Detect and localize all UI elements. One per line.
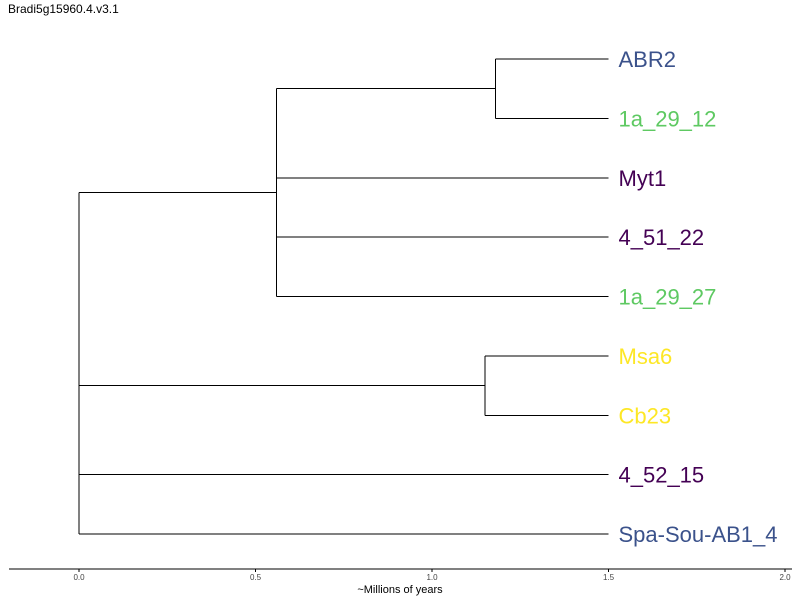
leaf-label: ABR2 xyxy=(619,47,676,72)
leaf-label: Myt1 xyxy=(619,166,667,191)
leaf-label: 1a_29_12 xyxy=(619,106,717,131)
axis-tick-label: 1.0 xyxy=(426,573,438,582)
axis-tick-label: 1.5 xyxy=(603,573,615,582)
axis-tick-label: 2.0 xyxy=(779,573,791,582)
leaf-label: Cb23 xyxy=(619,403,672,428)
leaf-label: 4_51_22 xyxy=(619,225,705,250)
leaf-label: 4_52_15 xyxy=(619,463,705,488)
leaf-labels: ABR2 1a_29_12 Myt1 4_51_22 1a_29_27 Msa6 Cb23 4… xyxy=(619,47,778,547)
tree-title: Bradi5g15960.4.v3.1 xyxy=(8,2,119,16)
leaf-label: Spa-Sou-AB1_4 xyxy=(619,522,778,547)
axis-ticks: 0.0 0.5 1.0 1.5 2.0 xyxy=(73,569,791,582)
axis-tick-label: 0.0 xyxy=(73,573,85,582)
tree-branches xyxy=(78,58,609,535)
leaf-label: 1a_29_27 xyxy=(619,285,717,310)
time-axis: 0.0 0.5 1.0 1.5 2.0 ~Millions of years xyxy=(9,568,792,596)
leaf-label: Msa6 xyxy=(619,344,673,369)
axis-label: ~Millions of years xyxy=(357,584,443,596)
axis-tick-label: 0.5 xyxy=(250,573,262,582)
